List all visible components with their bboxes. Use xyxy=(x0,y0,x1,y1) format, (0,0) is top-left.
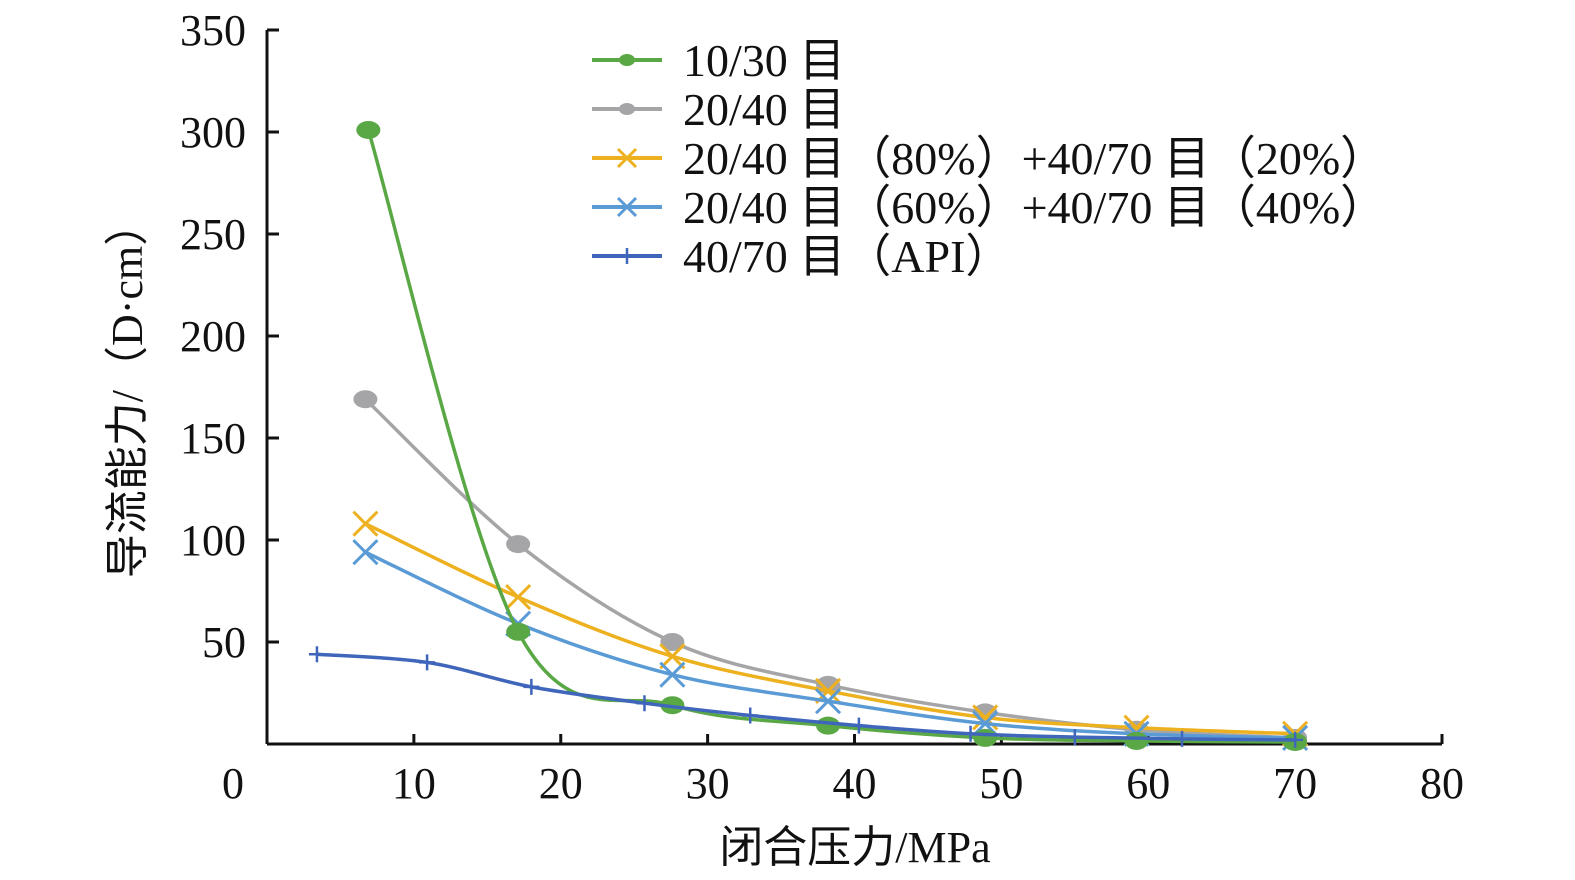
data-point xyxy=(419,654,436,671)
data-point xyxy=(742,707,759,724)
data-point xyxy=(616,147,638,169)
data-point xyxy=(659,661,686,688)
legend-label: 20/40 目（60%）+40/70 目（40%） xyxy=(683,182,1386,233)
series-2 xyxy=(352,510,1309,747)
legend-item: 40/70 目（API） xyxy=(592,231,1011,282)
legend-item: 20/40 目（60%）+40/70 目（40%） xyxy=(592,182,1386,233)
data-point xyxy=(505,584,532,611)
y-tick-label: 250 xyxy=(180,210,246,259)
y-tick-label: 300 xyxy=(180,108,246,157)
data-point xyxy=(1124,731,1149,750)
legend-label: 20/40 目（80%）+40/70 目（20%） xyxy=(683,133,1386,184)
data-point xyxy=(660,633,685,651)
data-point xyxy=(962,725,979,742)
x-tick-label: 60 xyxy=(1126,759,1170,808)
data-point xyxy=(636,695,653,712)
data-point xyxy=(619,54,635,66)
axes: 0 10 20 30 40 50 60 70 80 50 100 150 200 250 300 350 xyxy=(180,6,1464,808)
data-point xyxy=(619,248,635,264)
legend-label: 20/40 目 xyxy=(683,84,845,135)
data-point xyxy=(352,510,379,537)
legend-item: 20/40 目 xyxy=(592,84,845,135)
y-tick-label: 50 xyxy=(202,618,246,667)
data-point xyxy=(1174,730,1191,747)
data-point xyxy=(1066,729,1083,746)
x-tick-label: 20 xyxy=(539,759,583,808)
x-tick-label: 0 xyxy=(222,759,244,808)
x-tick-label: 50 xyxy=(979,759,1023,808)
y-tick-label: 150 xyxy=(180,414,246,463)
series-lines xyxy=(308,120,1309,751)
legend-label: 40/70 目（API） xyxy=(683,231,1011,282)
data-point xyxy=(850,717,867,734)
x-tick-label: 10 xyxy=(392,759,436,808)
data-point xyxy=(1287,731,1304,748)
data-point xyxy=(659,643,686,670)
data-point xyxy=(356,120,381,139)
y-tick-label: 100 xyxy=(180,516,246,565)
legend-item: 10/30 目 xyxy=(592,35,845,86)
legend: 10/30 目20/40 目20/40 目（80%）+40/70 目（20%）2… xyxy=(592,35,1386,282)
x-axis-label: 闭合压力/MPa xyxy=(719,823,990,872)
y-axis-label: 导流能力/（D·cm） xyxy=(103,202,152,578)
series-line xyxy=(316,652,1296,742)
data-point xyxy=(523,678,540,695)
x-tick-label: 30 xyxy=(686,759,730,808)
y-tick-label: 200 xyxy=(180,312,246,361)
series-line xyxy=(366,129,1296,744)
legend-item: 20/40 目（80%）+40/70 目（20%） xyxy=(592,133,1386,184)
data-point xyxy=(352,539,379,566)
data-point xyxy=(815,688,842,715)
series-line xyxy=(364,550,1296,740)
data-point xyxy=(816,716,841,735)
data-point xyxy=(619,103,635,115)
legend-label: 10/30 目 xyxy=(683,35,845,86)
data-point xyxy=(506,535,531,554)
x-tick-label: 80 xyxy=(1420,759,1464,808)
x-tick-label: 70 xyxy=(1273,759,1317,808)
data-point xyxy=(616,196,638,218)
series-4 xyxy=(308,646,1304,748)
data-point xyxy=(308,646,325,663)
x-tick-label: 40 xyxy=(833,759,877,808)
data-point xyxy=(506,622,531,641)
data-point xyxy=(973,728,998,747)
y-tick-label: 350 xyxy=(180,6,246,55)
data-point xyxy=(353,390,378,409)
